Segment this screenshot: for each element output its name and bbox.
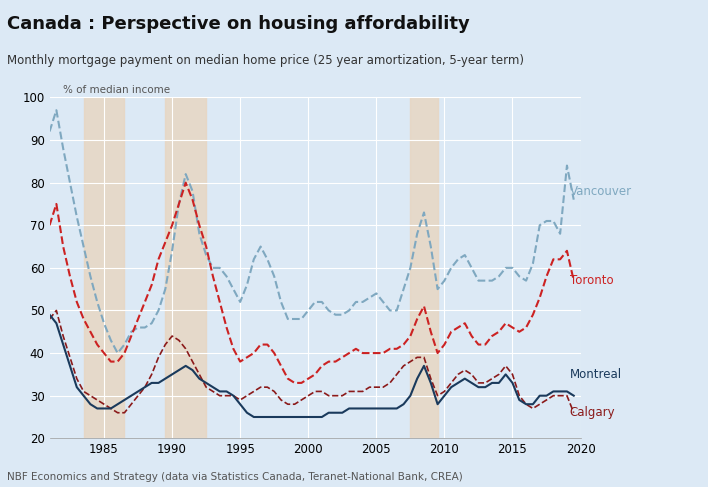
Text: Toronto: Toronto [570,274,613,287]
Text: Monthly mortgage payment on median home price (25 year amortization, 5-year term: Monthly mortgage payment on median home … [7,54,524,67]
Text: Vancouver: Vancouver [570,185,632,198]
Bar [84,97,125,438]
Text: % of median income: % of median income [63,85,171,95]
Text: Calgary: Calgary [570,406,615,419]
Bar [165,97,206,438]
Text: Canada : Perspective on housing affordability: Canada : Perspective on housing affordab… [7,15,470,33]
Text: Montreal: Montreal [570,368,622,381]
Bar [411,97,438,438]
Text: NBF Economics and Strategy (data via Statistics Canada, Teranet-National Bank, C: NBF Economics and Strategy (data via Sta… [7,472,463,482]
